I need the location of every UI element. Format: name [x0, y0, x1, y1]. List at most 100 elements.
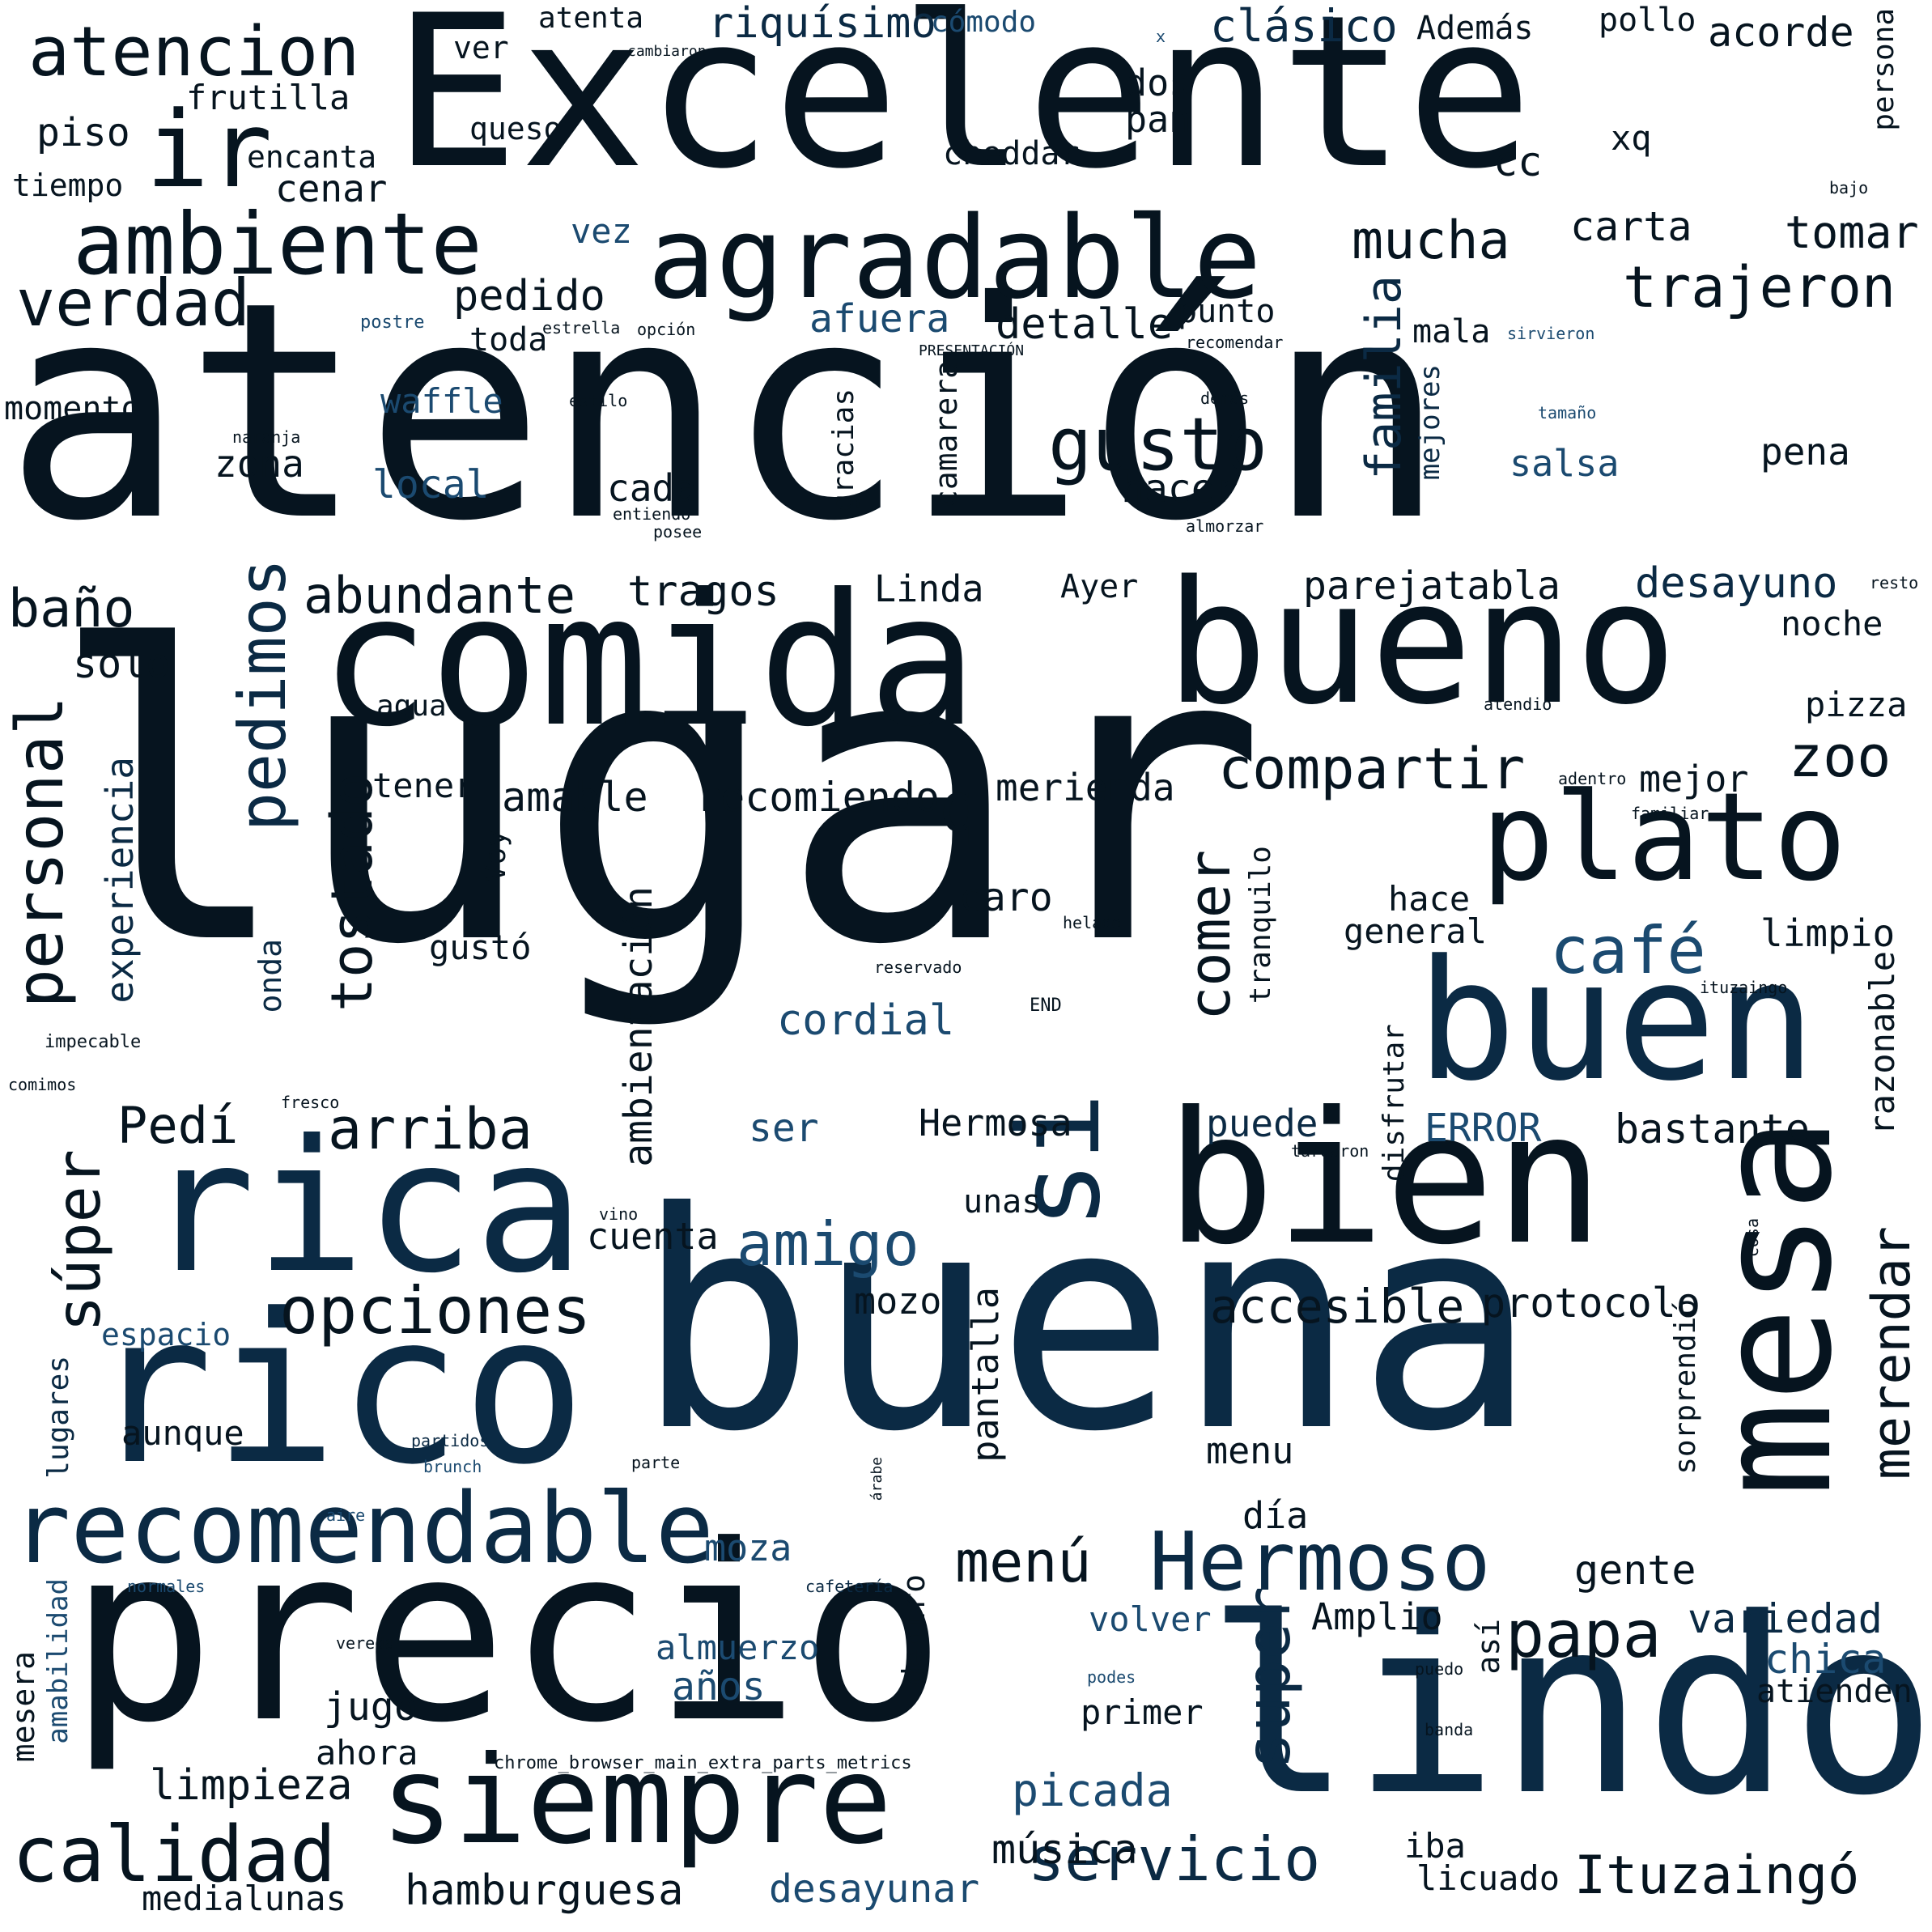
- word: pollo: [1599, 2, 1696, 39]
- word: mejores: [1414, 364, 1446, 481]
- word: cambiaron: [627, 43, 707, 60]
- word: entiendo: [613, 504, 691, 524]
- word: salsa: [1510, 442, 1620, 485]
- word: verdad: [16, 265, 250, 341]
- word: limpieza: [150, 1761, 353, 1810]
- word: gente: [1574, 1547, 1696, 1594]
- word: local: [372, 462, 490, 507]
- word: recomiendo: [696, 774, 941, 821]
- word: parejatabla: [1303, 563, 1560, 609]
- word: chica: [1764, 1636, 1887, 1683]
- word: protocolo: [1481, 1280, 1701, 1327]
- word: café: [1550, 913, 1706, 988]
- word: mesera: [6, 1651, 41, 1763]
- word: merendar: [1862, 1226, 1922, 1480]
- word: toda: [469, 321, 548, 359]
- word: moza: [704, 1526, 792, 1569]
- word: mucha: [1352, 210, 1510, 271]
- word: tener: [372, 766, 475, 805]
- word: Linda: [874, 567, 984, 610]
- word: rico: [89, 1270, 587, 1510]
- word: mejor: [1639, 758, 1749, 800]
- word: amabilidad: [42, 1578, 74, 1744]
- word: disfrutar: [1378, 1024, 1411, 1183]
- word: Excelente: [393, 0, 1533, 215]
- word: encanta: [247, 139, 377, 175]
- word: x: [1156, 27, 1166, 46]
- word: vino: [599, 1204, 639, 1224]
- word: cuenta: [587, 1215, 719, 1258]
- word: tragos: [627, 567, 779, 616]
- word: afuera: [809, 296, 950, 342]
- word: PRESENTACIÓN: [919, 342, 1025, 359]
- word: ituzaingo: [1700, 978, 1788, 997]
- word: día: [1242, 1494, 1309, 1537]
- word: acorde: [1708, 9, 1854, 56]
- word: compartir: [1218, 736, 1526, 802]
- word: tranquilo: [1244, 846, 1277, 1004]
- word: tomar: [1785, 206, 1919, 258]
- word: baño: [8, 579, 135, 639]
- word: punto: [1178, 293, 1276, 330]
- word: amigo: [737, 1208, 919, 1280]
- word: comer: [1177, 850, 1243, 1021]
- word: Ituzaingó: [1574, 1845, 1860, 1906]
- word: opción: [637, 320, 696, 339]
- word: ambientación: [616, 886, 661, 1167]
- word: arriba: [328, 1096, 533, 1162]
- word: árabe: [868, 1457, 885, 1501]
- word: menu: [1206, 1429, 1294, 1472]
- word: cc: [1493, 138, 1543, 185]
- word: súper: [43, 1149, 114, 1332]
- word: ir: [146, 88, 273, 211]
- word: jugo: [324, 1684, 418, 1730]
- word: Amplio: [1311, 1595, 1443, 1638]
- word: comimos: [8, 1075, 77, 1094]
- word: normales: [127, 1577, 206, 1596]
- word: pedimos: [225, 558, 300, 832]
- word: parte: [631, 1453, 681, 1472]
- word: trajeron: [1623, 254, 1896, 321]
- word: espacio: [101, 1317, 231, 1352]
- word: gustó: [429, 928, 532, 967]
- word: desayunar: [769, 1866, 980, 1912]
- word: cada: [607, 466, 697, 510]
- word: solo: [73, 640, 171, 687]
- word: recomendar: [1186, 333, 1284, 352]
- word: pizza: [1805, 685, 1908, 724]
- word: primer: [1081, 1692, 1204, 1732]
- word: gusto: [1048, 402, 1267, 487]
- word: carta: [1570, 203, 1692, 250]
- word: papa: [1505, 1597, 1662, 1672]
- word: mala: [1412, 313, 1491, 350]
- word: Hermoso: [1149, 1514, 1491, 1609]
- word: limpio: [1760, 911, 1896, 955]
- word: servicio: [1028, 1824, 1321, 1895]
- word: momento: [4, 390, 141, 427]
- word: persona: [1867, 8, 1900, 131]
- word: tiempo: [12, 168, 124, 203]
- word: END: [1030, 996, 1062, 1016]
- word: cenar: [275, 167, 388, 210]
- word: onda: [253, 939, 288, 1013]
- word: recomendable: [12, 1473, 714, 1586]
- word: Además: [1416, 10, 1534, 47]
- word: iba: [1404, 1826, 1466, 1866]
- word: sirvieron: [1507, 324, 1595, 343]
- word: partidos: [411, 1431, 490, 1450]
- word: reservado: [874, 958, 962, 977]
- word: dos: [1125, 62, 1191, 104]
- word: naranja: [232, 427, 301, 447]
- word: queso: [469, 111, 563, 146]
- word: abundante: [304, 566, 575, 625]
- word: ver: [453, 30, 509, 66]
- word: así: [1471, 1619, 1506, 1675]
- word: opciones: [279, 1273, 592, 1348]
- word: noche: [1781, 604, 1883, 643]
- word: bajo: [1829, 178, 1869, 197]
- word: resto: [1870, 573, 1919, 592]
- word: familia: [1356, 275, 1412, 480]
- word: accesible: [1210, 1279, 1465, 1334]
- word: aunque: [121, 1413, 244, 1453]
